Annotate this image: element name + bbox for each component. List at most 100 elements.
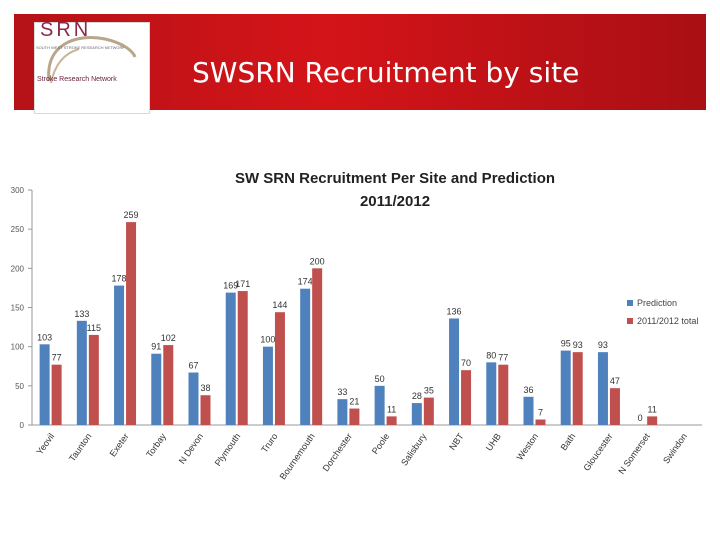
total-bar [535,419,546,425]
prediction-bar [225,292,236,425]
bar-value-label: 80 [486,350,496,360]
bar-value-label: 95 [561,339,571,349]
x-tick-label: Swindon [661,431,689,465]
bar-value-label: 50 [375,374,385,384]
logo-abbr: SRN [40,19,92,41]
bar-value-label: 11 [387,404,396,414]
y-tick-label: 250 [11,225,25,234]
x-tick-label: Plymouth [213,431,243,467]
prediction-bar [411,403,422,425]
total-bar [237,291,248,425]
x-tick-label: Gloucester [581,431,614,472]
total-bar [163,345,174,425]
total-bar [126,222,137,425]
legend-swatch [627,300,633,306]
x-tick-label: Bournemouth [278,431,317,481]
prediction-bar [449,318,460,425]
srn-logo [34,22,150,114]
prediction-bar [114,285,125,425]
total-bar [572,352,583,425]
bar-value-label: 144 [272,300,287,310]
y-tick-label: 50 [15,382,24,391]
x-tick-label: Bath [559,431,578,452]
prediction-bar [597,352,608,425]
prediction-bar [523,396,534,425]
x-tick-label: N Devon [177,431,205,465]
total-bar [349,408,360,425]
logo-name: Stroke Research Network [37,76,117,83]
x-tick-label: Dorchester [321,431,354,473]
bar-value-label: 103 [37,332,52,342]
y-tick-label: 300 [11,186,25,195]
bar-value-label: 169 [223,281,238,291]
x-tick-label: Weston [515,431,541,462]
x-tick-label: Poole [370,431,391,456]
bar-value-label: 77 [498,353,508,363]
bar-value-label: 7 [538,408,543,418]
logo-swoosh-icon [47,36,137,84]
x-tick-label: Salisbury [399,431,429,467]
total-bar [200,395,211,425]
bar-value-label: 115 [87,323,101,333]
title-banner: SWSRN Recruitment by site [14,14,706,114]
total-bar [647,416,658,425]
bar-value-label: 33 [337,387,347,397]
bar-value-label: 93 [598,340,608,350]
legend-label: 2011/2012 total [637,316,698,326]
legend-swatch [627,318,633,324]
x-tick-label: Truro [259,431,279,454]
bar-value-label: 11 [647,404,656,414]
bar-value-label: 178 [112,274,127,284]
bar-value-label: 67 [188,361,198,371]
bar-value-label: 102 [161,333,176,343]
prediction-bar [337,399,348,425]
bar-value-label: 77 [52,353,62,363]
prediction-bar [76,320,87,425]
chart-title-line2: 2011/2012 [360,193,430,210]
legend-label: Prediction [637,298,677,308]
y-tick-label: 100 [11,343,25,352]
bar-value-label: 28 [412,391,422,401]
prediction-bar [486,362,497,425]
total-bar [609,388,620,425]
bar-value-label: 0 [638,413,643,423]
total-bar [498,364,509,425]
prediction-bar [262,346,273,425]
bar-value-label: 259 [124,210,139,220]
logo-tagline: SOUTH WEST STROKE RESEARCH NETWORK [36,45,124,50]
bar-value-label: 35 [424,386,434,396]
bar-value-label: 21 [349,397,359,407]
bar-value-label: 91 [151,342,161,352]
total-bar [423,397,434,425]
total-bar [312,268,323,425]
total-bar [274,312,285,425]
y-tick-label: 150 [11,304,25,313]
bar-value-label: 70 [461,358,471,368]
x-tick-label: Yeovil [34,431,56,456]
total-bar [88,334,99,425]
chart-title-line1: SW SRN Recruitment Per Site and Predicti… [235,170,555,187]
page-title: SWSRN Recruitment by site [192,56,580,89]
bar-value-label: 100 [260,335,275,345]
bar-value-label: 36 [523,385,533,395]
x-tick-label: NBT [447,431,466,452]
bar-value-label: 47 [610,376,620,386]
total-bar [386,416,397,425]
total-bar [461,370,472,425]
bar-value-label: 200 [310,256,325,266]
bar-value-label: 38 [200,383,210,393]
prediction-bar [300,288,311,425]
x-tick-label: Torbay [144,431,168,459]
bar-value-label: 171 [235,279,250,289]
bar-value-label: 136 [447,306,462,316]
prediction-bar [188,372,199,425]
bar-value-label: 174 [298,277,313,287]
prediction-bar [560,350,571,425]
prediction-bar [374,385,385,425]
prediction-bar [151,353,162,425]
y-tick-label: 0 [20,421,25,430]
bar-value-label: 93 [573,340,583,350]
x-tick-label: Exeter [108,431,131,458]
x-tick-label: N Somerset [616,431,652,476]
